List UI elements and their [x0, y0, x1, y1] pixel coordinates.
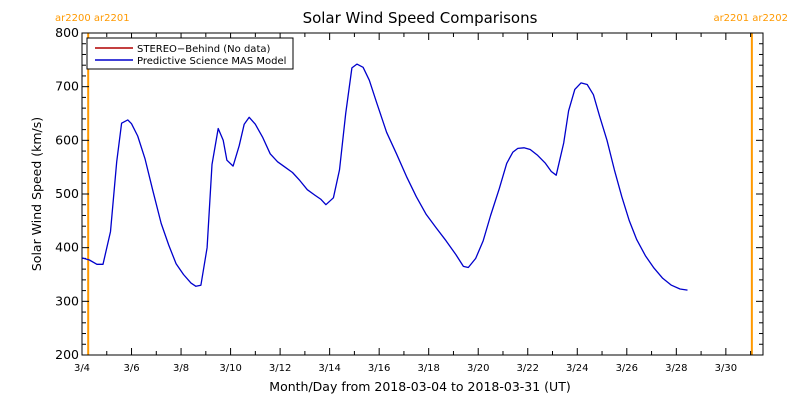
- y-axis-label: Solar Wind Speed (km/s): [29, 117, 44, 271]
- legend-label-mas: Predictive Science MAS Model: [137, 56, 286, 67]
- x-tick-label-28: 3/28: [665, 363, 687, 374]
- x-tick-label-26: 3/26: [616, 363, 638, 374]
- y-tick-label-300: 300: [55, 293, 79, 308]
- plot-frame: [81, 32, 764, 356]
- y-tick-label-400: 400: [55, 240, 79, 255]
- x-tick-label-10: 3/10: [219, 363, 241, 374]
- y-tick-label-600: 600: [55, 132, 79, 147]
- x-tick-label-16: 3/16: [368, 363, 390, 374]
- x-tick-label-20: 3/20: [467, 363, 489, 374]
- x-axis-label: Month/Day from 2018-03-04 to 2018-03-31 …: [269, 379, 570, 394]
- carrington-marker-label-0: ar2200 ar2201: [55, 13, 130, 24]
- y-tick-label-700: 700: [55, 79, 79, 94]
- series-line-1: [81, 63, 688, 291]
- x-tick-label-24: 3/24: [566, 363, 588, 374]
- legend-box: [86, 37, 294, 70]
- x-tick-label-8: 3/8: [173, 363, 189, 374]
- x-tick-label-6: 3/6: [123, 363, 139, 374]
- x-tick-label-4: 3/4: [74, 363, 90, 374]
- x-tick-label-12: 3/12: [269, 363, 291, 374]
- x-tick-label-18: 3/18: [417, 363, 439, 374]
- x-tick-label-14: 3/14: [318, 363, 340, 374]
- y-axis-ticks: 200 300 400 500 600 700 800: [55, 25, 763, 362]
- y-tick-label-200: 200: [55, 347, 79, 362]
- x-axis-ticks: 3/4 3/6 3/8 3/10 3/12 3/14 3/16 3/18 3/20 3/22 3/2…: [74, 33, 752, 374]
- chart-title: Solar Wind Speed Comparisons: [303, 9, 538, 27]
- x-tick-label-30: 3/30: [715, 363, 737, 374]
- legend-label-stereo: STEREO−Behind (No data): [137, 44, 270, 55]
- x-tick-label-22: 3/22: [517, 363, 539, 374]
- y-tick-label-800: 800: [55, 25, 79, 40]
- legend: STEREO−Behind (No data) Predictive Scien…: [86, 37, 294, 70]
- y-tick-label-500: 500: [55, 186, 79, 201]
- series-layer: [81, 63, 688, 291]
- carrington-marker-label-1: ar2201 ar2202: [713, 13, 788, 24]
